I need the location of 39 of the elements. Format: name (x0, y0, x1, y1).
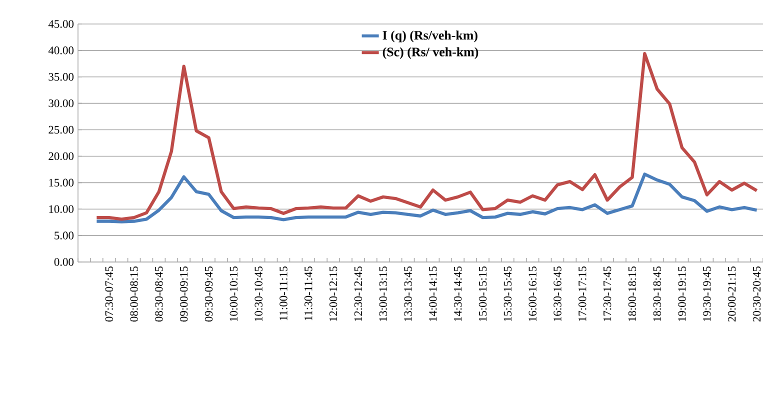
y-tick-label: 40.00 (48, 46, 74, 54)
x-tick-label: 16:30-16:45 (554, 266, 562, 322)
x-tick-label: 18:30-18:45 (653, 266, 662, 322)
x-tick-label: 19:30-19:45 (703, 266, 711, 322)
y-tick-label: 25.00 (48, 126, 74, 134)
y-tick-label: 45.00 (48, 20, 74, 28)
y-tick-label: 20.00 (48, 152, 74, 160)
x-tick-label: 15:30-15:45 (504, 266, 512, 322)
x-tick-label: 10:30-10:45 (254, 266, 262, 322)
y-tick-label: 35.00 (48, 73, 74, 81)
x-tick-label: 09:30-09:45 (204, 266, 213, 322)
x-tick-label: 19:00-19:15 (678, 266, 686, 322)
x-tick-label: 14:30-14:45 (454, 266, 462, 322)
x-tick-label: 14:00-14:15 (429, 266, 437, 322)
x-tick-label: 13:00-13:15 (379, 266, 388, 322)
x-tick-label: 08:00-08:15 (130, 266, 138, 322)
x-tick-label: 16:00-16:15 (528, 266, 536, 322)
y-tick-label: 0.00 (54, 258, 74, 266)
legend-label: (Sc) (Rs/ veh-km) (382, 47, 478, 59)
x-tick-label: 20:30-20:45 (752, 266, 761, 322)
x-tick-label: 09:00-09:15 (180, 266, 188, 322)
legend-label: I (q) (Rs/veh-km) (382, 30, 478, 42)
x-tick-label: 10:00-10:15 (230, 266, 238, 322)
x-tick-label: 12:30-12:45 (354, 266, 362, 322)
y-tick-label: 5.00 (54, 232, 74, 240)
x-tick-label: 17:00-17:15 (578, 266, 586, 322)
x-tick-label: 12:00-12:15 (329, 266, 338, 322)
x-tick-label: 18:00-18:15 (628, 266, 636, 322)
x-tick-label: 17:30-17:45 (603, 266, 612, 322)
y-tick-label: 30.00 (48, 99, 74, 108)
x-tick-label: 20:00-21:15 (728, 266, 736, 322)
x-tick-label: 15:00-15:15 (478, 266, 487, 322)
y-tick-label: 10.00 (49, 205, 74, 213)
y-tick-label: 15.00 (49, 178, 74, 187)
x-tick-label: 07:30-07:45 (105, 266, 114, 322)
x-tick-label: 08:30-08:45 (155, 266, 163, 322)
x-tick-label: 11:30-11:45 (304, 266, 312, 320)
x-tick-label: 11:00-11:15 (280, 266, 288, 320)
x-tick-label: 13:30-13:45 (404, 266, 412, 322)
